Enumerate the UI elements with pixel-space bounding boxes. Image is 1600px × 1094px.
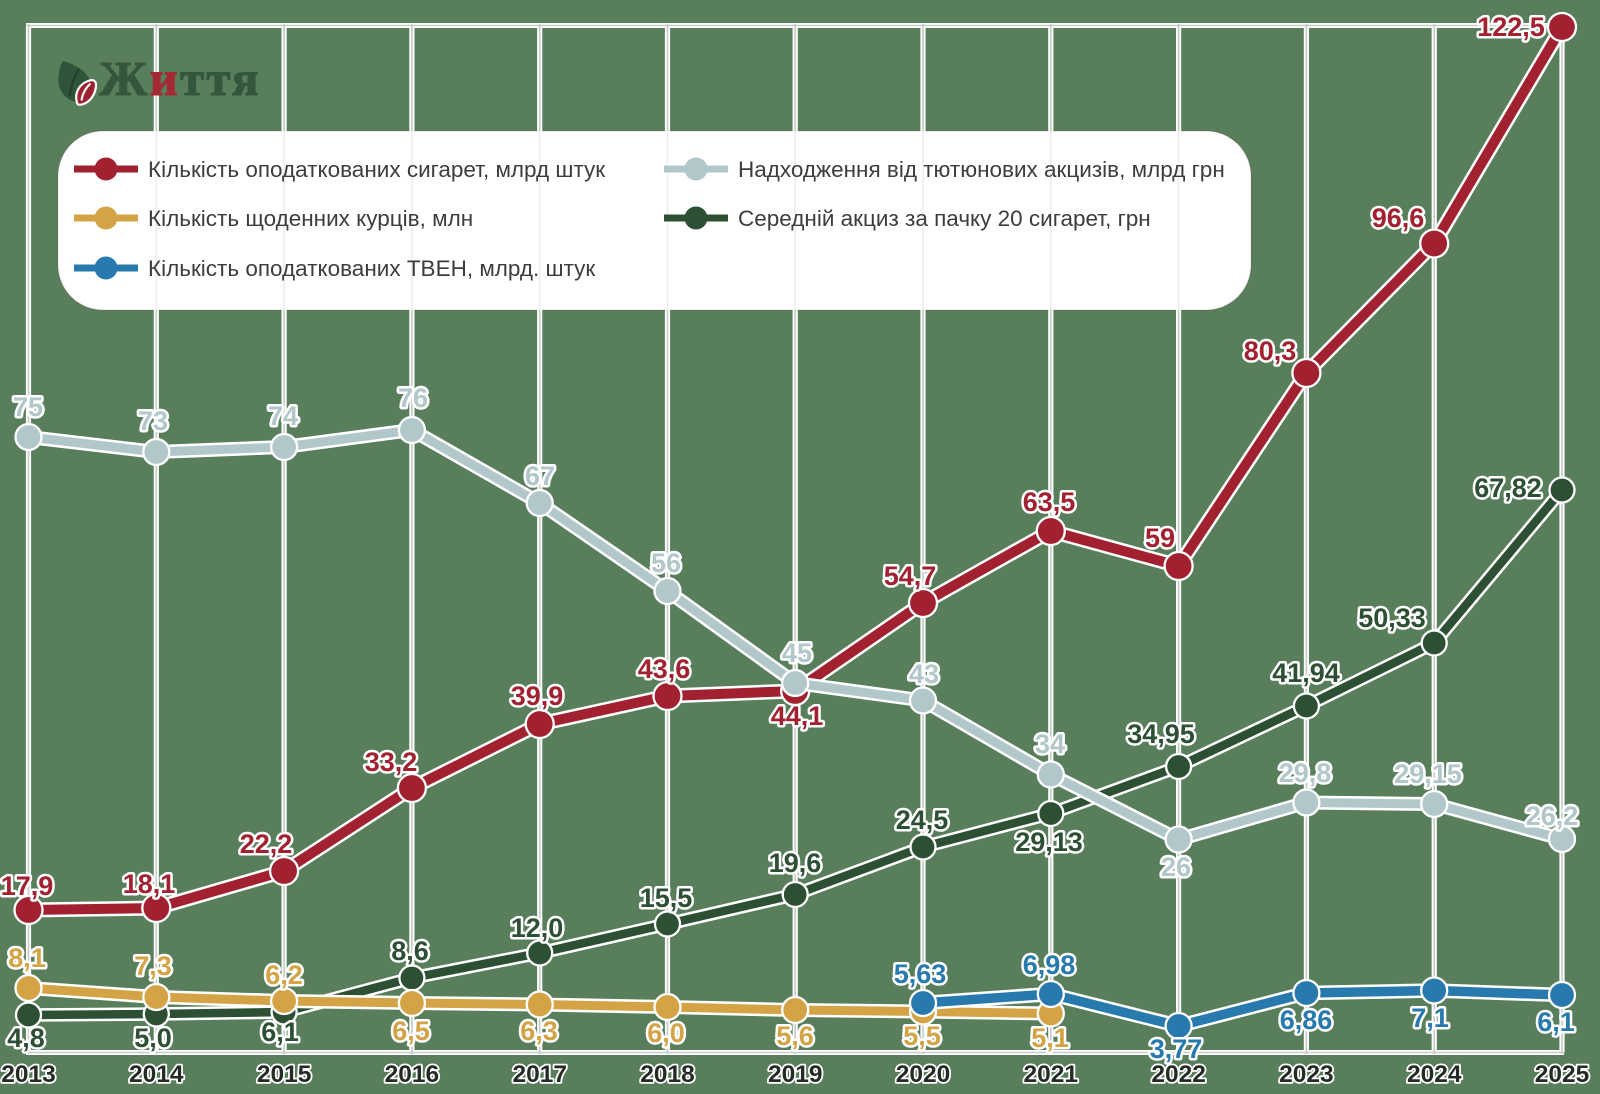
svg-text:44,1: 44,1 <box>771 701 824 731</box>
svg-text:50,33: 50,33 <box>1358 603 1426 633</box>
svg-text:29,13: 29,13 <box>1015 827 1083 857</box>
svg-text:2023: 2023 <box>1279 1061 1334 1088</box>
svg-text:15,5: 15,5 <box>640 883 693 913</box>
svg-text:63,5: 63,5 <box>1023 487 1076 517</box>
svg-text:2018: 2018 <box>640 1061 695 1088</box>
svg-text:Середній акциз за пачку 20 сиг: Середній акциз за пачку 20 сигарет, грн <box>738 206 1151 231</box>
svg-text:29,15: 29,15 <box>1394 759 1462 789</box>
svg-text:7,1: 7,1 <box>1411 1003 1449 1033</box>
svg-text:6,2: 6,2 <box>265 960 303 990</box>
svg-text:67,82: 67,82 <box>1474 473 1542 503</box>
svg-text:Кількість оподаткованих ТВЕН,: Кількість оподаткованих ТВЕН, млрд. штук <box>148 256 595 281</box>
svg-text:6,0: 6,0 <box>647 1018 685 1048</box>
svg-text:2021: 2021 <box>1024 1061 1079 1088</box>
svg-text:2019: 2019 <box>768 1061 823 1088</box>
svg-text:56: 56 <box>651 548 681 578</box>
svg-text:5,1: 5,1 <box>1031 1023 1069 1053</box>
svg-text:2014: 2014 <box>129 1061 184 1088</box>
svg-text:5,63: 5,63 <box>894 959 947 989</box>
svg-text:41,94: 41,94 <box>1272 658 1340 688</box>
svg-text:2013: 2013 <box>1 1061 56 1088</box>
svg-text:43: 43 <box>909 659 939 689</box>
svg-text:2025: 2025 <box>1535 1061 1590 1088</box>
svg-text:Кількість щоденних курців, млн: Кількість щоденних курців, млн <box>148 206 473 231</box>
svg-text:76: 76 <box>398 383 428 413</box>
svg-text:29,8: 29,8 <box>1279 758 1332 788</box>
svg-text:80,3: 80,3 <box>1244 336 1297 366</box>
svg-text:39,9: 39,9 <box>511 681 564 711</box>
svg-text:2020: 2020 <box>896 1061 951 1088</box>
svg-text:18,1: 18,1 <box>123 869 176 899</box>
svg-text:19,6: 19,6 <box>769 848 822 878</box>
svg-text:4,8: 4,8 <box>7 1023 45 1053</box>
svg-text:6,1: 6,1 <box>261 1017 299 1047</box>
svg-text:2017: 2017 <box>512 1061 567 1088</box>
svg-text:73: 73 <box>138 406 168 436</box>
svg-text:74: 74 <box>268 401 298 431</box>
svg-text:Надходження від тютюнових акци: Надходження від тютюнових акцизів, млрд … <box>738 157 1225 182</box>
svg-text:24,5: 24,5 <box>896 805 949 835</box>
svg-text:6,86: 6,86 <box>1280 1005 1333 1035</box>
svg-text:45: 45 <box>782 638 812 668</box>
svg-text:26,2: 26,2 <box>1526 801 1579 831</box>
svg-text:33,2: 33,2 <box>365 747 418 777</box>
svg-text:6,1: 6,1 <box>1537 1007 1575 1037</box>
svg-text:67: 67 <box>525 461 555 491</box>
svg-text:2022: 2022 <box>1151 1061 1206 1088</box>
svg-text:17,9: 17,9 <box>1 871 54 901</box>
svg-text:Кількість оподаткованих сигаре: Кількість оподаткованих сигарет, млрд шт… <box>148 157 605 182</box>
svg-text:6,5: 6,5 <box>392 1016 430 1046</box>
svg-text:26: 26 <box>1161 852 1191 882</box>
svg-text:8,6: 8,6 <box>391 936 429 966</box>
svg-text:75: 75 <box>13 392 43 422</box>
svg-text:54,7: 54,7 <box>884 561 937 591</box>
svg-text:Життя: Життя <box>99 51 261 106</box>
svg-text:34,95: 34,95 <box>1127 719 1195 749</box>
svg-text:2015: 2015 <box>257 1061 312 1088</box>
svg-text:5,6: 5,6 <box>776 1021 814 1051</box>
svg-text:7,3: 7,3 <box>134 951 172 981</box>
svg-text:8,1: 8,1 <box>8 943 46 973</box>
svg-text:96,6: 96,6 <box>1372 203 1425 233</box>
svg-text:122,5: 122,5 <box>1477 12 1545 42</box>
svg-text:12,0: 12,0 <box>511 913 564 943</box>
svg-text:5,5: 5,5 <box>903 1021 941 1051</box>
svg-text:43,6: 43,6 <box>638 654 691 684</box>
svg-text:34: 34 <box>1035 729 1065 759</box>
svg-text:6,98: 6,98 <box>1023 950 1076 980</box>
svg-text:59: 59 <box>1145 523 1175 553</box>
svg-text:3,77: 3,77 <box>1150 1034 1203 1064</box>
svg-text:22,2: 22,2 <box>240 829 293 859</box>
svg-text:5,0: 5,0 <box>134 1023 172 1053</box>
svg-text:2024: 2024 <box>1407 1061 1462 1088</box>
svg-text:6,3: 6,3 <box>520 1016 558 1046</box>
svg-text:2016: 2016 <box>385 1061 440 1088</box>
